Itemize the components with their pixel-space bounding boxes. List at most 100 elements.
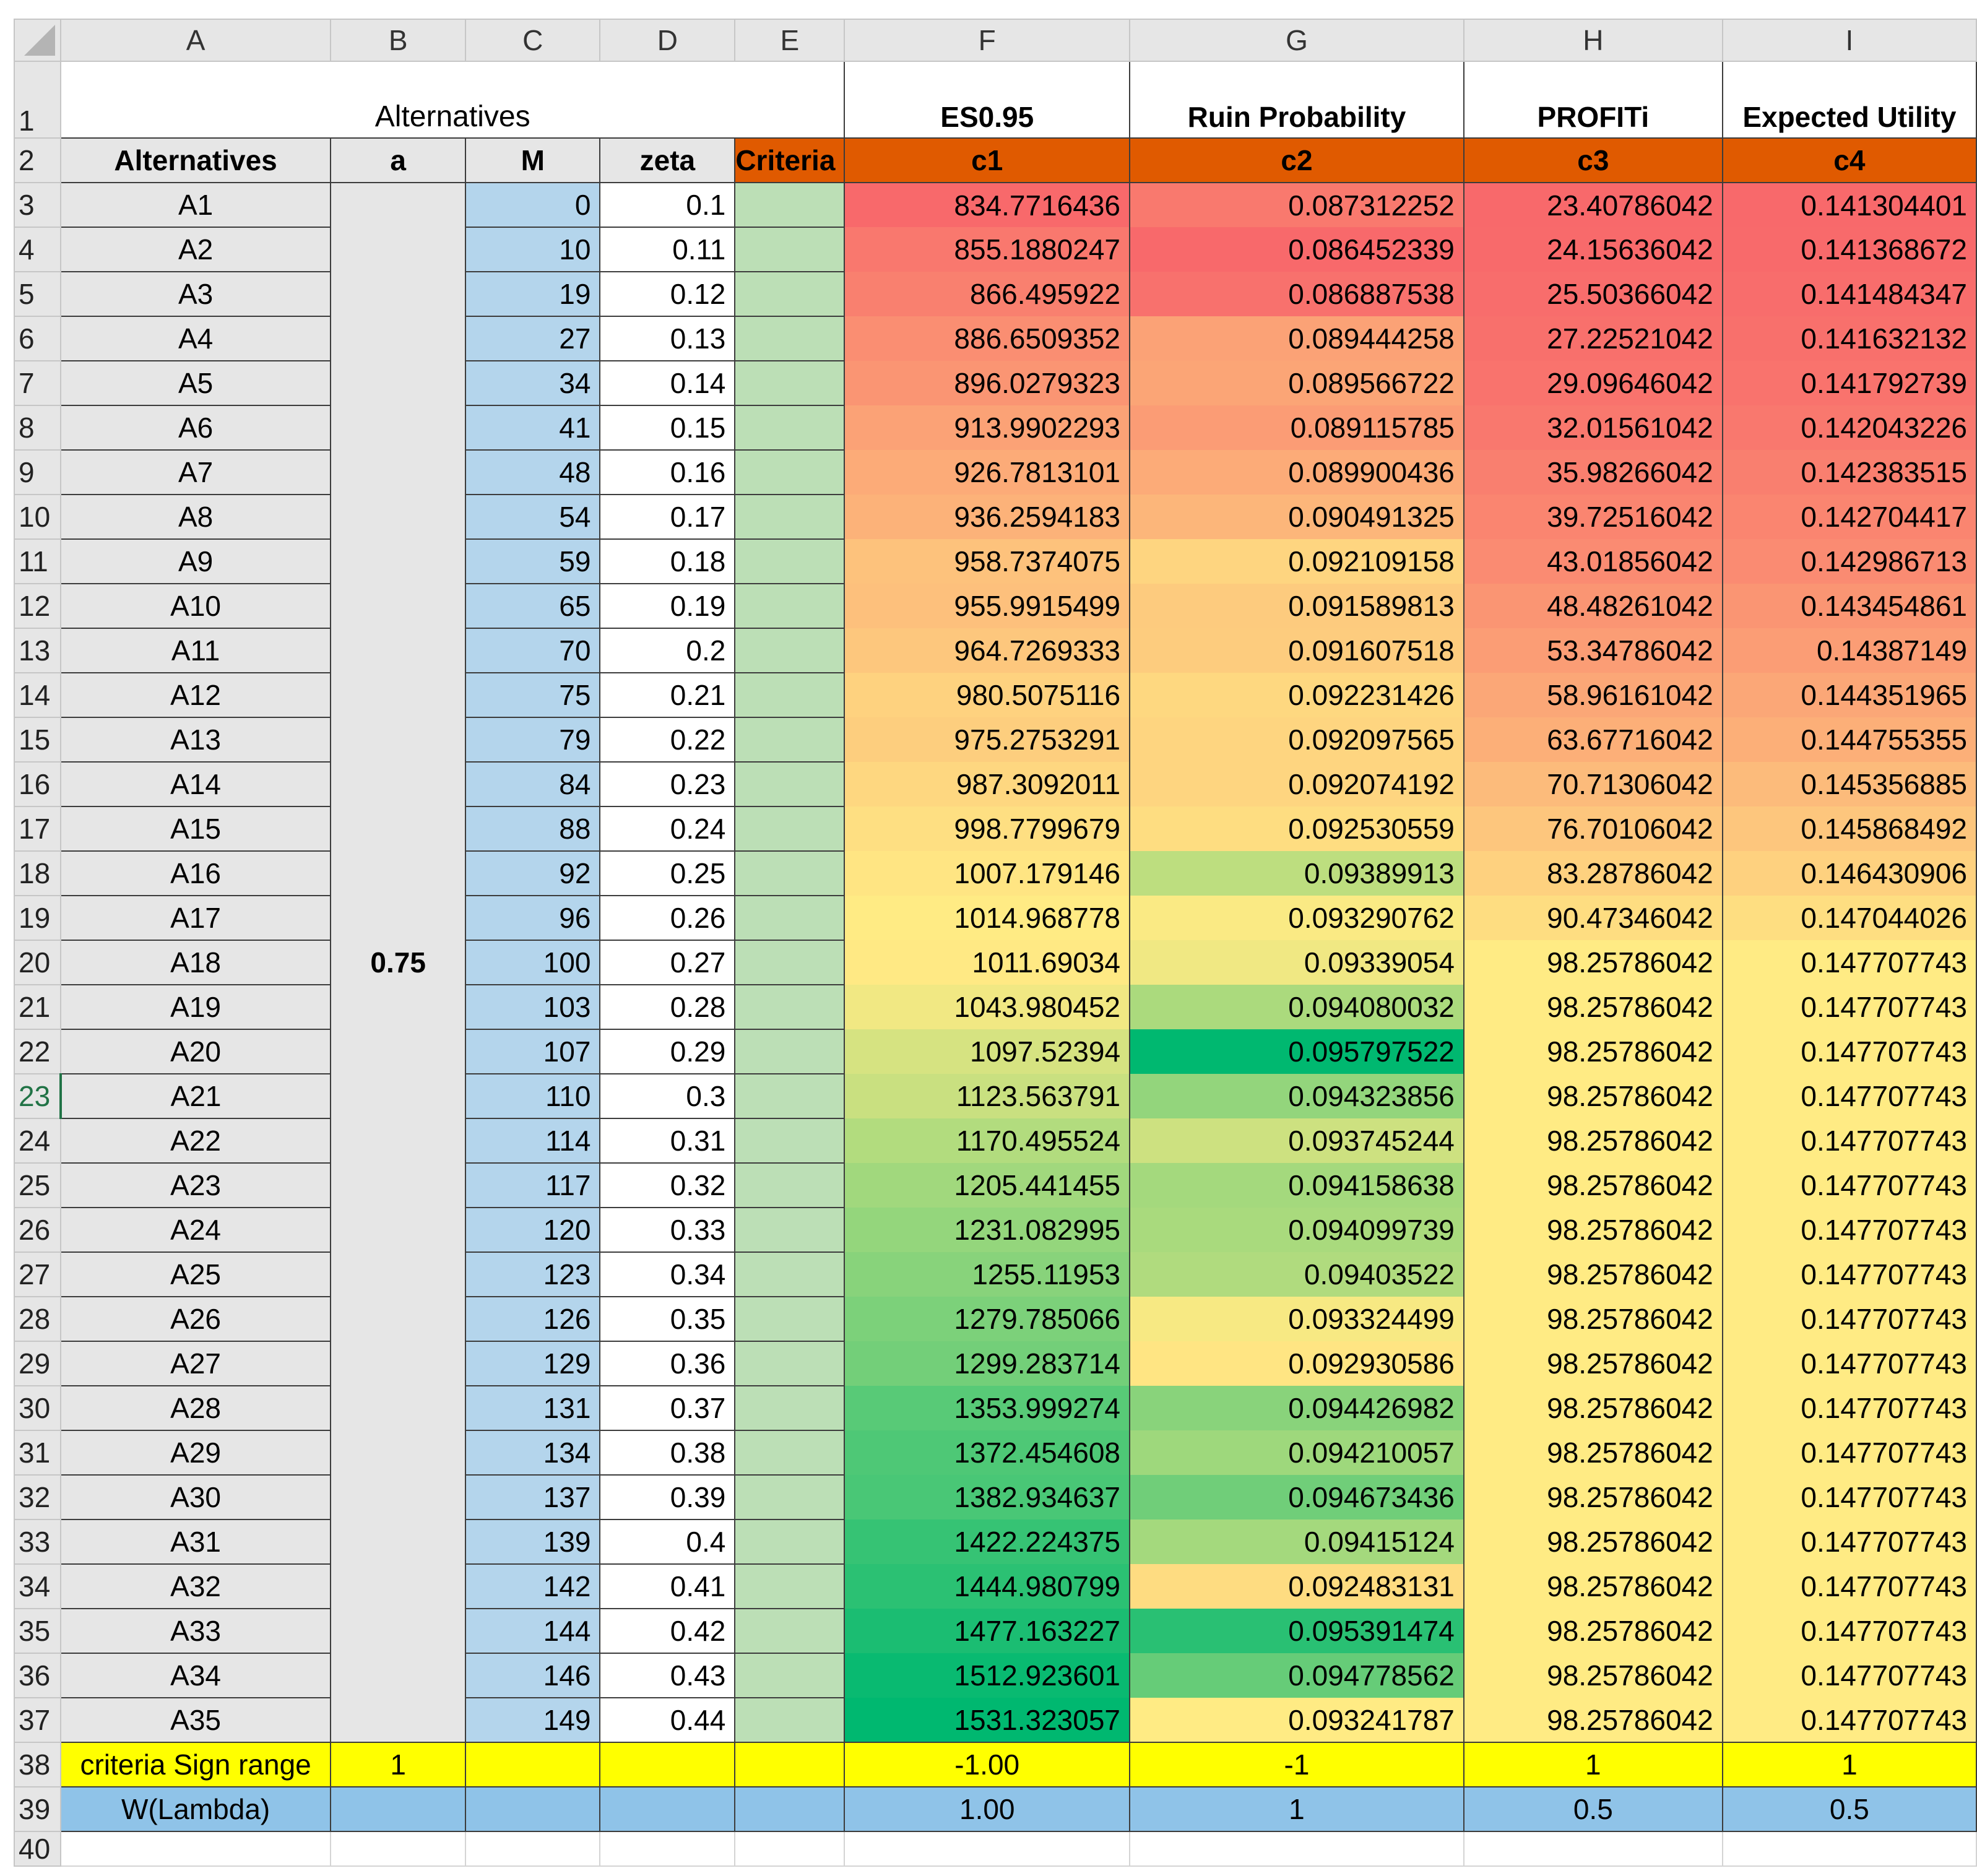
c4-cell[interactable]: 0.147707743: [1721, 1208, 1977, 1252]
c4-cell[interactable]: 0.144755355: [1721, 717, 1977, 762]
alternative-cell[interactable]: A32: [59, 1563, 332, 1609]
c3-cell[interactable]: 98.25786042: [1463, 1698, 1723, 1742]
alternative-cell[interactable]: A4: [59, 316, 332, 361]
m-cell[interactable]: 131: [465, 1385, 601, 1431]
zeta-cell[interactable]: 0.39: [599, 1474, 736, 1520]
c4-cell[interactable]: 0.147707743: [1721, 1029, 1977, 1074]
c3-cell[interactable]: 76.70106042: [1463, 806, 1723, 851]
c4-cell[interactable]: 0.145356885: [1721, 762, 1977, 806]
m-cell[interactable]: 34: [465, 360, 601, 406]
zeta-cell[interactable]: 0.35: [599, 1296, 736, 1342]
c3-cell[interactable]: 98.25786042: [1463, 1653, 1723, 1698]
row-header[interactable]: 4: [14, 227, 61, 272]
c2-cell[interactable]: 0.093241787: [1129, 1698, 1464, 1742]
row-header[interactable]: 40: [14, 1831, 61, 1867]
c2-cell[interactable]: 0.094099739: [1129, 1208, 1464, 1252]
row-header[interactable]: 6: [14, 316, 61, 361]
c1-cell[interactable]: 936.2594183: [844, 495, 1131, 539]
zeta-cell[interactable]: 0.13: [599, 316, 736, 361]
c2-cell[interactable]: 0.092483131: [1129, 1564, 1464, 1609]
alternative-cell[interactable]: A16: [59, 850, 332, 896]
zeta-cell[interactable]: 0.16: [599, 449, 736, 495]
c2-cell[interactable]: 0.095797522: [1129, 1029, 1464, 1074]
m-cell[interactable]: 149: [465, 1697, 601, 1743]
c1-cell[interactable]: 926.7813101: [844, 450, 1131, 495]
c3-cell[interactable]: 29.09646042: [1463, 361, 1723, 405]
criteria-cell[interactable]: [734, 1385, 846, 1431]
c2-cell[interactable]: 0.092930586: [1129, 1341, 1464, 1386]
c3-cell[interactable]: 98.25786042: [1463, 1430, 1723, 1475]
c2-cell[interactable]: 0.087312252: [1129, 183, 1464, 227]
c3-cell[interactable]: 98.25786042: [1463, 1252, 1723, 1297]
criteria-cell[interactable]: [734, 1474, 846, 1520]
row-header[interactable]: 25: [14, 1162, 61, 1208]
row-header[interactable]: 31: [14, 1430, 61, 1476]
zeta-cell[interactable]: 0.33: [599, 1207, 736, 1253]
m-cell[interactable]: 139: [465, 1519, 601, 1565]
c2-cell[interactable]: 0.092074192: [1129, 762, 1464, 806]
c1-cell[interactable]: 866.495922: [844, 272, 1131, 316]
c4-cell[interactable]: 0.142986713: [1721, 539, 1977, 584]
c1-cell[interactable]: 955.9915499: [844, 584, 1131, 628]
row-header[interactable]: 18: [14, 850, 61, 896]
weight-i-cell[interactable]: 0.5: [1721, 1786, 1977, 1832]
zeta-cell[interactable]: 0.12: [599, 271, 736, 317]
c2-cell[interactable]: 0.092097565: [1129, 717, 1464, 762]
c2-cell[interactable]: 0.089115785: [1129, 405, 1464, 450]
c2-cell[interactable]: 0.09339054: [1129, 940, 1464, 985]
zeta-cell[interactable]: 0.4: [599, 1519, 736, 1565]
m-cell[interactable]: 79: [465, 717, 601, 763]
criteria-cell[interactable]: [734, 1608, 846, 1654]
row-header[interactable]: 3: [14, 182, 61, 228]
criteria-cell[interactable]: [734, 1653, 846, 1698]
m-cell[interactable]: 75: [465, 672, 601, 718]
m-cell[interactable]: 96: [465, 895, 601, 941]
row-header[interactable]: 29: [14, 1341, 61, 1386]
c2-cell[interactable]: 0.09415124: [1129, 1519, 1464, 1564]
row-header[interactable]: 22: [14, 1029, 61, 1074]
row-header[interactable]: 13: [14, 628, 61, 673]
zeta-cell[interactable]: 0.32: [599, 1162, 736, 1208]
row-header[interactable]: 30: [14, 1385, 61, 1431]
c3-cell[interactable]: 98.25786042: [1463, 940, 1723, 985]
alternative-cell[interactable]: A27: [59, 1341, 332, 1386]
alternative-cell[interactable]: A20: [59, 1029, 332, 1074]
m-cell[interactable]: 107: [465, 1029, 601, 1074]
row-header[interactable]: 21: [14, 984, 61, 1030]
c2-cell[interactable]: 0.094778562: [1129, 1653, 1464, 1698]
profit-header-cell[interactable]: PROFITi: [1463, 61, 1723, 139]
c3-header-cell[interactable]: c3: [1463, 137, 1723, 183]
alternative-cell[interactable]: A15: [59, 806, 332, 852]
sign-range-i-cell[interactable]: 1: [1721, 1742, 1977, 1787]
c3-cell[interactable]: 27.22521042: [1463, 316, 1723, 361]
m-cell[interactable]: 144: [465, 1608, 601, 1654]
zeta-cell[interactable]: 0.41: [599, 1563, 736, 1609]
row-header[interactable]: 26: [14, 1207, 61, 1253]
empty-cell[interactable]: [734, 1831, 846, 1867]
c4-cell[interactable]: 0.147707743: [1721, 1074, 1977, 1118]
zeta-cell[interactable]: 0.42: [599, 1608, 736, 1654]
criteria-cell[interactable]: [734, 1296, 846, 1342]
c1-cell[interactable]: 1014.968778: [844, 896, 1131, 940]
c2-cell[interactable]: 0.086887538: [1129, 272, 1464, 316]
c3-cell[interactable]: 39.72516042: [1463, 495, 1723, 539]
criteria-cell[interactable]: [734, 1341, 846, 1386]
c4-cell[interactable]: 0.147707743: [1721, 1341, 1977, 1386]
criteria-cell[interactable]: [734, 717, 846, 763]
c4-cell[interactable]: 0.141484347: [1721, 272, 1977, 316]
alternative-cell[interactable]: A3: [59, 271, 332, 317]
c2-cell[interactable]: 0.09389913: [1129, 851, 1464, 896]
c3-cell[interactable]: 98.25786042: [1463, 1341, 1723, 1386]
c2-cell[interactable]: 0.094080032: [1129, 985, 1464, 1029]
c1-cell[interactable]: 1279.785066: [844, 1297, 1131, 1341]
c4-cell[interactable]: 0.147707743: [1721, 1698, 1977, 1742]
row-header[interactable]: 36: [14, 1653, 61, 1698]
m-cell[interactable]: 114: [465, 1118, 601, 1164]
c1-cell[interactable]: 834.7716436: [844, 183, 1131, 227]
criteria-cell[interactable]: [734, 895, 846, 941]
c3-cell[interactable]: 98.25786042: [1463, 1475, 1723, 1519]
zeta-cell[interactable]: 0.26: [599, 895, 736, 941]
c4-cell[interactable]: 0.147707743: [1721, 1609, 1977, 1653]
criteria-cell[interactable]: [734, 494, 846, 540]
column-header-d[interactable]: D: [599, 19, 736, 62]
